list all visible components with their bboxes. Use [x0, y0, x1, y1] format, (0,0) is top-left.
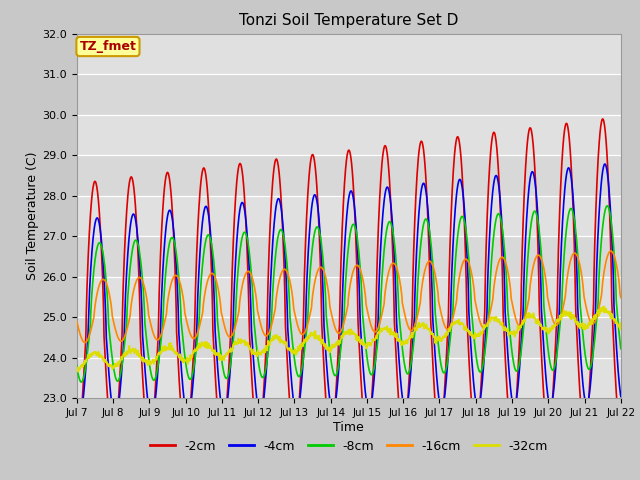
Y-axis label: Soil Temperature (C): Soil Temperature (C)	[26, 152, 40, 280]
-4cm	[601, 161, 609, 167]
-8cm	[195, 328, 202, 334]
-8cm	[255, 363, 263, 369]
Legend: -2cm, -4cm, -8cm, -16cm, -32cm: -2cm, -4cm, -8cm, -16cm, -32cm	[145, 435, 553, 458]
-32cm	[74, 369, 82, 375]
-16cm	[255, 314, 263, 320]
X-axis label: Time: Time	[333, 421, 364, 434]
Line: -2cm: -2cm	[77, 119, 621, 445]
-32cm	[505, 333, 513, 339]
-16cm	[553, 322, 561, 328]
-8cm	[604, 203, 611, 209]
-4cm	[434, 383, 442, 388]
-32cm	[617, 320, 625, 326]
-16cm	[607, 248, 615, 254]
-8cm	[617, 346, 625, 352]
-4cm	[505, 361, 513, 367]
-2cm	[255, 437, 262, 443]
-2cm	[504, 404, 512, 409]
-32cm	[553, 319, 561, 325]
-8cm	[77, 379, 85, 385]
-2cm	[180, 438, 188, 444]
-4cm	[255, 409, 263, 415]
-2cm	[599, 116, 607, 122]
-16cm	[195, 328, 202, 334]
-32cm	[195, 345, 202, 351]
Line: -4cm: -4cm	[77, 164, 621, 420]
-8cm	[553, 354, 561, 360]
-2cm	[433, 422, 441, 428]
-8cm	[73, 363, 81, 369]
-16cm	[617, 295, 625, 300]
Text: TZ_fmet: TZ_fmet	[79, 40, 136, 53]
-4cm	[181, 404, 189, 409]
-8cm	[505, 315, 513, 321]
-4cm	[195, 284, 202, 290]
-16cm	[73, 318, 81, 324]
Title: Tonzi Soil Temperature Set D: Tonzi Soil Temperature Set D	[239, 13, 458, 28]
Bar	[77, 74, 621, 115]
-32cm	[255, 351, 263, 357]
-4cm	[553, 353, 561, 359]
-32cm	[600, 304, 608, 310]
Bar	[77, 155, 621, 196]
-16cm	[505, 272, 513, 278]
-2cm	[617, 427, 625, 433]
Line: -8cm: -8cm	[77, 206, 621, 382]
-16cm	[81, 340, 88, 346]
Bar	[77, 317, 621, 358]
Bar	[77, 236, 621, 277]
-16cm	[434, 286, 442, 291]
Line: -32cm: -32cm	[77, 307, 621, 372]
-4cm	[73, 411, 81, 417]
-16cm	[181, 311, 189, 316]
Line: -16cm: -16cm	[77, 251, 621, 343]
-8cm	[434, 334, 442, 339]
-8cm	[181, 354, 189, 360]
-32cm	[434, 337, 442, 343]
-2cm	[73, 443, 81, 448]
-32cm	[181, 357, 189, 363]
-4cm	[76, 417, 83, 423]
-2cm	[552, 328, 560, 334]
-2cm	[194, 226, 202, 232]
-32cm	[73, 366, 81, 372]
-4cm	[617, 394, 625, 399]
